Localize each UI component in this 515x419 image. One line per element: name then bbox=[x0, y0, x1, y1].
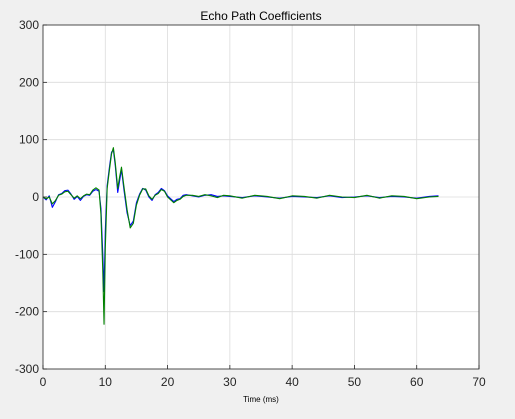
y-tick-labels: -300 -200 -100 0 100 200 300 bbox=[15, 18, 47, 376]
y-tick-label: 300 bbox=[19, 18, 39, 32]
y-tick-label: 0 bbox=[32, 190, 39, 204]
chart-title: Echo Path Coefficients bbox=[200, 9, 321, 23]
x-axis-label: Time (ms) bbox=[243, 395, 279, 404]
y-tick-label: -300 bbox=[15, 362, 39, 376]
y-tick-label: -100 bbox=[15, 247, 39, 261]
y-tick-label: 100 bbox=[19, 133, 39, 147]
x-tick-label: 60 bbox=[410, 375, 424, 389]
x-tick-label: 30 bbox=[223, 375, 237, 389]
x-tick-labels: 0 10 20 30 40 50 60 70 bbox=[40, 365, 486, 389]
x-tick-label: 0 bbox=[40, 375, 47, 389]
x-tick-label: 10 bbox=[99, 375, 113, 389]
x-tick-label: 70 bbox=[472, 375, 486, 389]
x-tick-label: 50 bbox=[348, 375, 362, 389]
y-tick-label: 200 bbox=[19, 75, 39, 89]
series-group bbox=[42, 147, 439, 325]
series-line-2 bbox=[42, 147, 439, 325]
y-tick-label: -200 bbox=[15, 305, 39, 319]
x-tick-label: 40 bbox=[285, 375, 299, 389]
x-tick-label: 20 bbox=[161, 375, 175, 389]
